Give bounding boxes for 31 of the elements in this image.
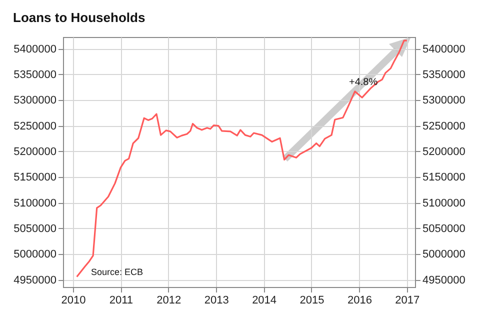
y-tick-label: 5200000 (14, 146, 56, 158)
y-tick-label: 5050000 (14, 222, 56, 235)
x-tick-label: 2016 (347, 294, 372, 306)
x-tick-label: 2017 (395, 294, 420, 306)
y-tick-label: 4950000 (14, 274, 56, 286)
y2-tick-label: 5400000 (422, 43, 466, 56)
y2-tick-label: 5150000 (422, 172, 466, 184)
y2-tick-label: 5000000 (422, 248, 466, 261)
y-tick-label: 5100000 (14, 197, 56, 210)
y-tick-label: 5400000 (14, 43, 56, 56)
y2-tick-label: 5300000 (422, 94, 466, 107)
x-tick-label: 2015 (300, 294, 324, 306)
x-tick-label: 2011 (109, 294, 134, 306)
x-tick-label: 2014 (252, 294, 277, 306)
y2-tick-label: 5100000 (422, 197, 466, 210)
x-tick-label: 2012 (156, 294, 182, 306)
y-tick-label: 5300000 (14, 94, 56, 107)
chart-title: Loans to Households (13, 10, 146, 25)
y2-tick-label: 5050000 (422, 222, 466, 235)
y-tick-label: 5250000 (14, 120, 56, 132)
y-tick-label: 5150000 (14, 172, 56, 184)
y-tick-label: 5350000 (14, 68, 56, 81)
y2-tick-label: 5250000 (422, 120, 466, 132)
y2-tick-label: 5200000 (422, 146, 466, 158)
y-tick-label: 5000000 (14, 248, 56, 261)
y2-tick-label: 5350000 (422, 68, 466, 81)
x-tick-label: 2010 (61, 294, 86, 306)
x-tick-label: 2013 (204, 294, 229, 306)
annotation: Source: ECB (91, 267, 144, 277)
annotation: +4.8% (349, 77, 378, 88)
y2-tick-label: 4950000 (422, 274, 466, 286)
